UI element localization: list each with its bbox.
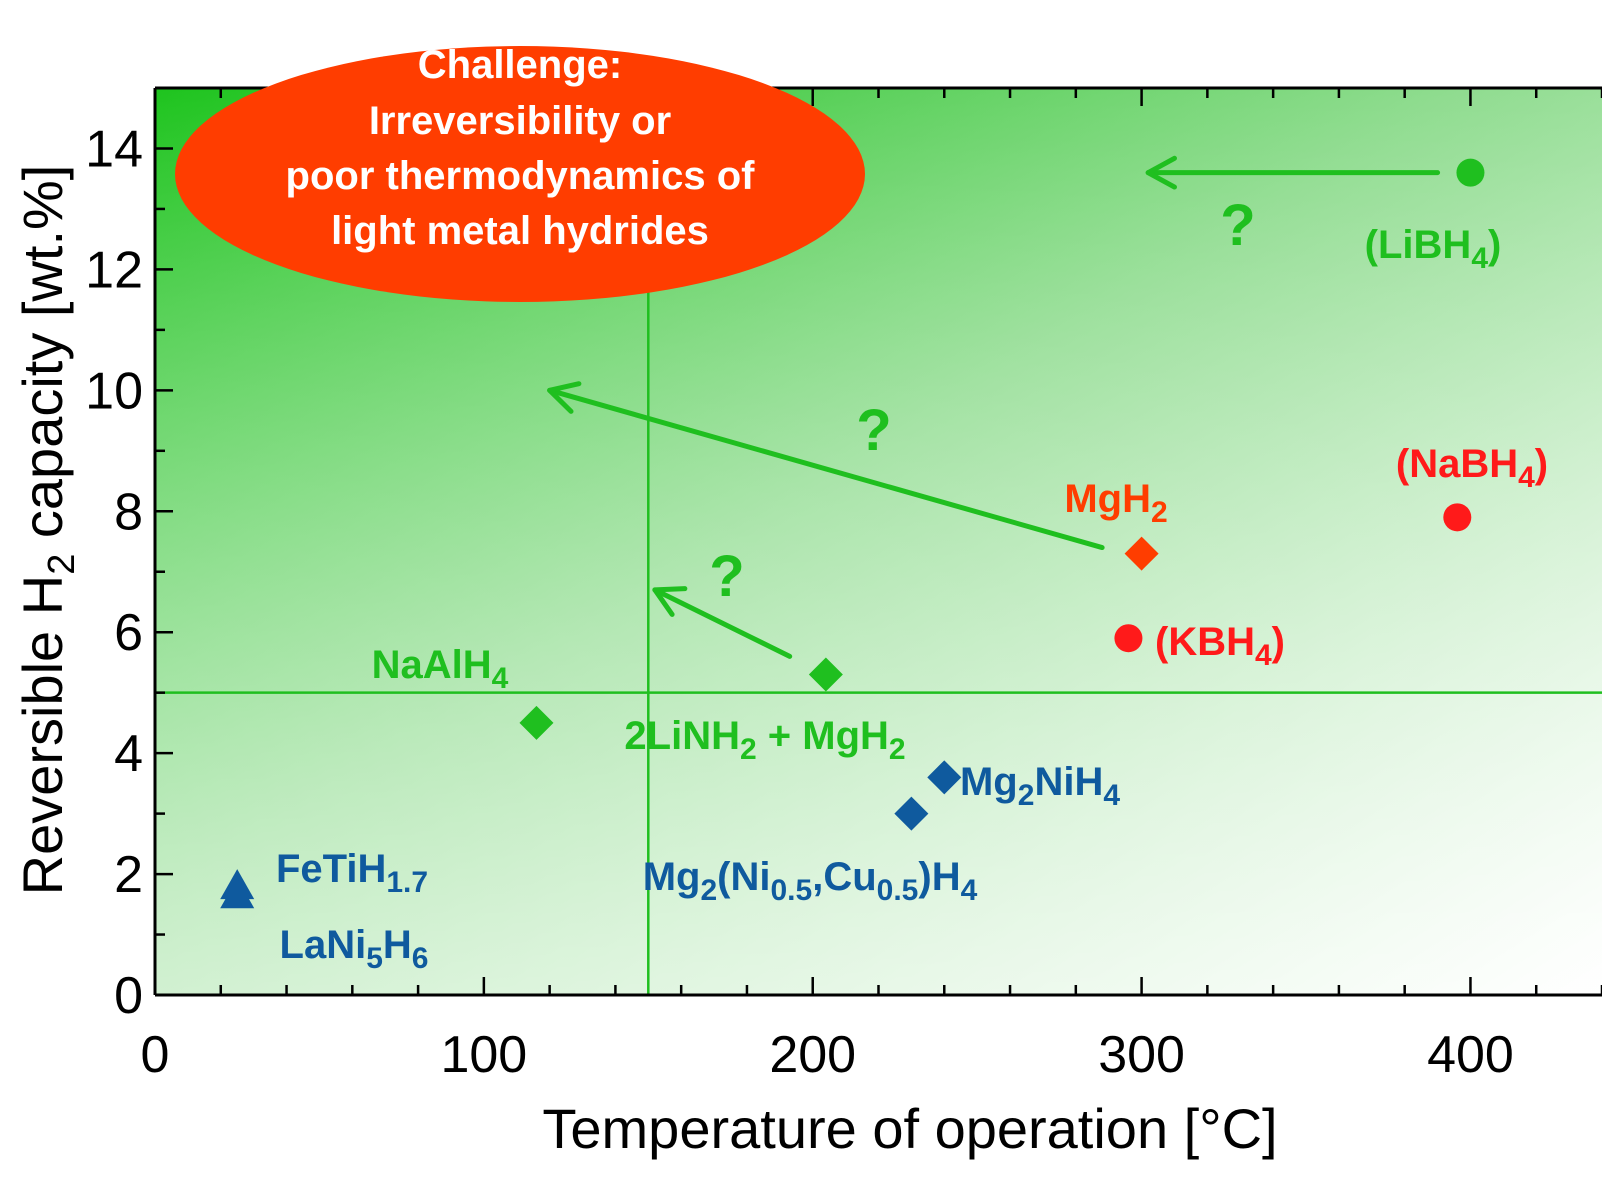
arrow: ? bbox=[547, 381, 1105, 551]
label-text: ) bbox=[1535, 442, 1548, 486]
x-tick-label: 0 bbox=[141, 1026, 170, 1084]
label-subscript: 2 bbox=[889, 733, 906, 766]
y-tick-label: 14 bbox=[85, 120, 143, 178]
label-text: FeTiH bbox=[276, 847, 386, 891]
data-markers bbox=[220, 158, 1485, 909]
tick-labels: 0 100 200 300 400 0 2 4 6 8 10 12 14 bbox=[85, 120, 1514, 1084]
label-text: (NaBH bbox=[1396, 442, 1518, 486]
question-mark: ? bbox=[709, 544, 744, 609]
y-tick-label: 0 bbox=[114, 967, 143, 1025]
y-tick-label: 8 bbox=[114, 483, 143, 541]
diamond-marker bbox=[519, 705, 554, 740]
x-tick-label: 200 bbox=[769, 1026, 856, 1084]
label-text: LaNi bbox=[280, 923, 367, 967]
y-tick-label: 2 bbox=[114, 846, 143, 904]
challenge-callout: Challenge: Irreversibility or poor therm… bbox=[175, 43, 865, 302]
y-axis-title-part: capacity [wt.%] bbox=[11, 165, 74, 554]
point-label: Mg2NiH4 bbox=[960, 760, 1120, 812]
label-subscript: 6 bbox=[412, 942, 429, 975]
diamond-marker bbox=[808, 657, 843, 692]
label-subscript: 2 bbox=[1151, 496, 1168, 529]
label-subscript: 4 bbox=[1103, 779, 1120, 812]
x-axis-title: Temperature of operation [°C] bbox=[542, 1097, 1277, 1160]
x-tick-label: 300 bbox=[1098, 1026, 1185, 1084]
label-text: (KBH bbox=[1155, 620, 1255, 664]
arrow: ? bbox=[1145, 155, 1441, 258]
label-text: MgH bbox=[1064, 477, 1151, 521]
callout-line-4: light metal hydrides bbox=[331, 209, 709, 253]
point-label: FeTiH1.7 bbox=[276, 847, 428, 899]
circle-marker bbox=[1443, 503, 1472, 532]
point-label: MgH2 bbox=[1064, 477, 1167, 529]
arrow-head bbox=[1145, 155, 1177, 190]
label-subscript: 4 bbox=[1518, 461, 1535, 494]
label-text: NaAlH bbox=[372, 643, 492, 687]
point-label: 2LiNH2 + MgH2 bbox=[624, 714, 905, 766]
question-mark: ? bbox=[1220, 193, 1255, 258]
label-text: )H bbox=[918, 855, 960, 899]
circle-marker bbox=[1456, 158, 1485, 187]
label-subscript: 4 bbox=[1471, 242, 1488, 275]
arrow-shaft bbox=[547, 387, 1105, 551]
label-subscript: 0.5 bbox=[771, 874, 813, 907]
label-subscript: 4 bbox=[492, 662, 509, 695]
point-label: LaNi5H6 bbox=[280, 923, 429, 975]
point-label: (NaBH4) bbox=[1396, 442, 1548, 494]
x-tick-label: 100 bbox=[440, 1026, 527, 1084]
label-text: Mg bbox=[960, 760, 1018, 804]
y-tick-label: 10 bbox=[85, 362, 143, 420]
diamond-marker bbox=[1124, 536, 1159, 571]
label-text: Mg bbox=[643, 855, 701, 899]
triangle-marker bbox=[220, 878, 255, 909]
y-axis-title-part: Reversible H bbox=[11, 575, 74, 896]
label-subscript: 1.7 bbox=[386, 866, 428, 899]
label-text: (Ni bbox=[717, 855, 770, 899]
label-subscript: 2 bbox=[700, 874, 717, 907]
y-axis-title: Reversible H2 capacity [wt.%] bbox=[11, 165, 83, 896]
arrow-head bbox=[547, 381, 582, 414]
point-label: Mg2(Ni0.5,Cu0.5)H4 bbox=[643, 855, 978, 907]
label-text: ) bbox=[1488, 223, 1501, 267]
label-subscript: 4 bbox=[961, 874, 978, 907]
y-tick-label: 6 bbox=[114, 604, 143, 662]
point-label: (LiBH4) bbox=[1365, 223, 1502, 275]
label-text: NiH bbox=[1034, 760, 1103, 804]
x-tick-label: 400 bbox=[1427, 1026, 1514, 1084]
callout-line-2: Irreversibility or bbox=[369, 99, 671, 143]
label-text: H bbox=[383, 923, 412, 967]
label-subscript: 4 bbox=[1255, 639, 1272, 672]
diamond-marker bbox=[894, 796, 929, 831]
label-subscript: 2 bbox=[1018, 779, 1035, 812]
arrow-shaft bbox=[652, 587, 793, 659]
label-text: ) bbox=[1272, 620, 1285, 664]
point-label: (KBH4) bbox=[1155, 620, 1285, 672]
point-label: NaAlH4 bbox=[372, 643, 509, 695]
label-text: (LiBH bbox=[1365, 223, 1472, 267]
label-subscript: 2 bbox=[740, 733, 757, 766]
y-tick-label: 12 bbox=[85, 241, 143, 299]
diamond-marker bbox=[927, 760, 962, 795]
callout-line-3: poor thermodynamics of bbox=[286, 154, 756, 198]
arrow: ? bbox=[652, 544, 793, 659]
label-text: 2LiNH bbox=[624, 714, 740, 758]
y-axis-title-subscript: 2 bbox=[41, 554, 83, 575]
label-text: ,Cu bbox=[812, 855, 876, 899]
arrow-head bbox=[652, 586, 688, 617]
y-tick-label: 4 bbox=[114, 725, 143, 783]
question-mark: ? bbox=[856, 398, 891, 463]
callout-line-1: Challenge: bbox=[418, 43, 622, 87]
label-subscript: 5 bbox=[366, 942, 383, 975]
circle-marker bbox=[1114, 624, 1143, 653]
label-subscript: 0.5 bbox=[877, 874, 919, 907]
label-text: + MgH bbox=[757, 714, 889, 758]
arrows: ??? bbox=[547, 155, 1441, 659]
